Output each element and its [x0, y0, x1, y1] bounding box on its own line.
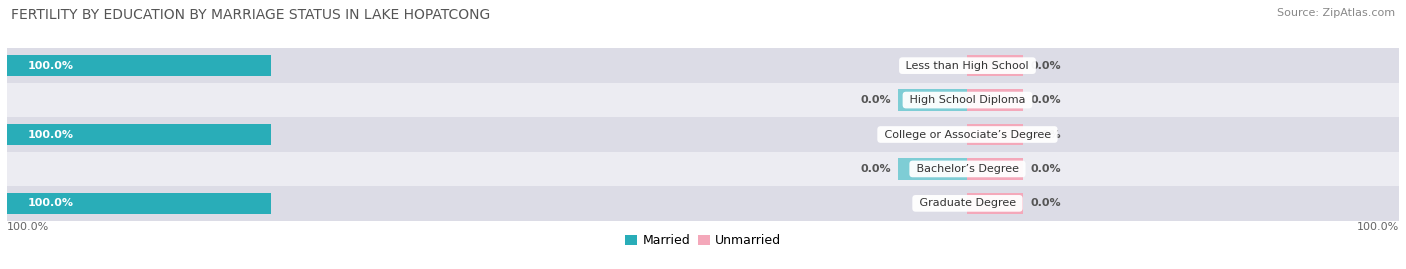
Text: 100.0%: 100.0% [28, 129, 75, 140]
Text: 100.0%: 100.0% [7, 222, 49, 232]
Bar [0, 55, 271, 76]
Bar [967, 55, 1024, 76]
Text: College or Associate’s Degree: College or Associate’s Degree [880, 129, 1054, 140]
Text: 0.0%: 0.0% [860, 164, 891, 174]
Bar [967, 158, 1024, 180]
Bar [967, 193, 1024, 214]
Text: FERTILITY BY EDUCATION BY MARRIAGE STATUS IN LAKE HOPATCONG: FERTILITY BY EDUCATION BY MARRIAGE STATU… [11, 8, 491, 22]
Text: 100.0%: 100.0% [1357, 222, 1399, 232]
Text: 100.0%: 100.0% [28, 61, 75, 71]
Bar [7, 152, 1399, 186]
Bar [898, 89, 967, 111]
Bar [0, 193, 271, 214]
Bar [898, 158, 967, 180]
Text: 100.0%: 100.0% [28, 198, 75, 208]
Text: 0.0%: 0.0% [1031, 95, 1060, 105]
Text: Source: ZipAtlas.com: Source: ZipAtlas.com [1277, 8, 1395, 18]
Legend: Married, Unmarried: Married, Unmarried [620, 229, 786, 252]
Bar [967, 89, 1024, 111]
Text: Bachelor’s Degree: Bachelor’s Degree [912, 164, 1022, 174]
Bar [7, 48, 1399, 83]
Text: 0.0%: 0.0% [860, 95, 891, 105]
Bar [0, 124, 271, 145]
Text: 0.0%: 0.0% [1031, 164, 1060, 174]
Text: 0.0%: 0.0% [1031, 61, 1060, 71]
Text: 0.0%: 0.0% [1031, 129, 1060, 140]
Text: High School Diploma: High School Diploma [905, 95, 1029, 105]
Bar [7, 186, 1399, 221]
Bar [7, 117, 1399, 152]
Bar [7, 83, 1399, 117]
Text: 0.0%: 0.0% [1031, 198, 1060, 208]
Bar [967, 124, 1024, 145]
Text: Graduate Degree: Graduate Degree [915, 198, 1019, 208]
Text: Less than High School: Less than High School [903, 61, 1032, 71]
